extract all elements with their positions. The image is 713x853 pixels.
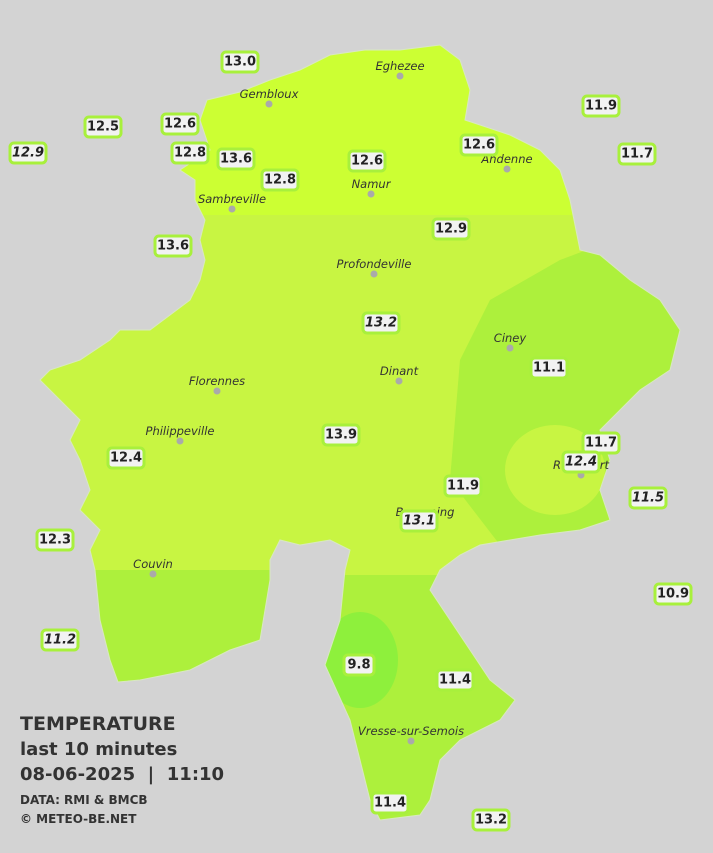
station-box — [160, 112, 200, 136]
temperature-label: 12.3 — [39, 533, 71, 548]
city-dot — [149, 570, 157, 578]
city-label: Eghezee — [375, 59, 424, 73]
city-dot — [213, 387, 221, 395]
station-box — [628, 486, 668, 510]
city-label: Dinant — [380, 364, 419, 378]
city-label: Gembloux — [240, 87, 299, 101]
station-box — [260, 168, 300, 192]
temperature-label: 13.6 — [157, 239, 189, 254]
station-box — [653, 582, 693, 606]
city-label: Vresse-sur-Semois — [358, 724, 464, 738]
station-box — [370, 791, 410, 815]
temperature-label: 10.9 — [657, 587, 689, 602]
temperature-label: 11.5 — [632, 491, 664, 506]
temperature-label: 11.9 — [447, 479, 479, 494]
temperature-label: 12.4 — [565, 455, 597, 470]
station-box — [342, 653, 376, 677]
city-label: Namur — [352, 177, 392, 191]
station-box — [443, 474, 483, 498]
city-label: Ciney — [494, 331, 527, 345]
temperature-label: 11.1 — [533, 361, 565, 376]
city-dot — [407, 737, 415, 745]
station-box — [220, 50, 260, 74]
credit: © METEO-BE.NET — [20, 812, 137, 826]
station-box — [399, 509, 439, 533]
temperature-label: 12.9 — [435, 222, 467, 237]
city-dot — [506, 344, 514, 352]
station-box — [561, 450, 601, 474]
datetime: 08-06-2025 | 11:10 — [20, 764, 224, 785]
temperature-label: 12.6 — [463, 138, 495, 153]
station-box — [435, 668, 475, 692]
station-box — [581, 94, 621, 118]
temperature-label: 13.2 — [475, 813, 507, 828]
station-box — [617, 142, 657, 166]
temperature-label: 12.4 — [110, 451, 142, 466]
zone-rochefort — [505, 425, 605, 515]
city-dot — [370, 270, 378, 278]
temperature-label: 13.1 — [403, 514, 435, 529]
temperature-label: 11.7 — [585, 436, 617, 451]
temperature-label: 13.6 — [220, 152, 252, 167]
temperature-label: 12.6 — [351, 154, 383, 169]
temperature-label: 12.5 — [87, 120, 119, 135]
temperature-label: 12.8 — [174, 146, 206, 161]
station-box — [40, 628, 80, 652]
city-label: Florennes — [189, 374, 245, 388]
temperature-label: 13.9 — [325, 428, 357, 443]
station-box — [581, 431, 621, 455]
city-dot — [503, 165, 511, 173]
city-dot — [265, 100, 273, 108]
station-box — [216, 147, 256, 171]
station-box — [106, 446, 146, 470]
station-box — [8, 141, 48, 165]
temperature-label: 11.4 — [439, 673, 471, 688]
city-dot — [176, 437, 184, 445]
source: DATA: RMI & BMCB — [20, 793, 148, 807]
title: TEMPERATURE — [20, 713, 176, 735]
station-box — [459, 133, 499, 157]
station-box — [35, 528, 75, 552]
city-label: Sambreville — [198, 192, 266, 206]
city-label: Couvin — [133, 557, 173, 571]
city-label: Profondeville — [337, 257, 412, 271]
temperature-label: 12.6 — [164, 117, 196, 132]
city-dot — [228, 205, 236, 213]
station-box — [431, 217, 471, 241]
station-box — [471, 808, 511, 832]
temperature-label: 11.9 — [585, 99, 617, 114]
station-box — [83, 115, 123, 139]
city-label: Philippeville — [146, 424, 215, 438]
station-box — [529, 356, 569, 380]
city-dot — [367, 190, 375, 198]
station-box — [170, 141, 210, 165]
temperature-label: 12.9 — [12, 146, 44, 161]
station-box — [321, 423, 361, 447]
city-dot — [395, 377, 403, 385]
temperature-label: 11.7 — [621, 147, 653, 162]
temperature-label: 12.8 — [264, 173, 296, 188]
station-box — [347, 149, 387, 173]
temperature-label: 11.2 — [44, 633, 76, 648]
temperature-label: 13.0 — [224, 55, 256, 70]
station-box — [153, 234, 193, 258]
city-dot — [396, 72, 404, 80]
station-box — [361, 311, 401, 335]
temperature-label: 13.2 — [365, 316, 397, 331]
temperature-label: 9.8 — [347, 658, 370, 673]
subtitle: last 10 minutes — [20, 739, 177, 760]
temperature-label: 11.4 — [374, 796, 406, 811]
stations: 13.0 12.5 12.9 12.6 12.8 13.6 12.8 12.6 12.6 11.9… — [8, 50, 693, 832]
